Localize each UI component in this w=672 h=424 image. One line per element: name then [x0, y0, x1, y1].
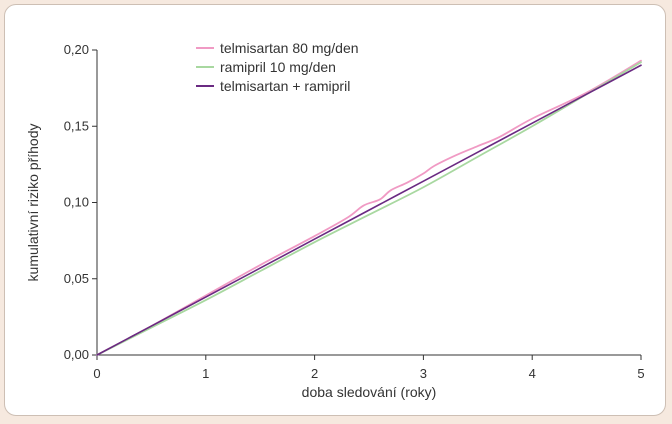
y-tick-label: 0,20	[64, 42, 89, 57]
y-tick-label: 0,00	[64, 347, 89, 362]
x-tick-label: 3	[420, 366, 427, 381]
y-ticks: 0,00 0,05 0,10 0,15 0,20	[64, 42, 97, 362]
series-line-2	[96, 61, 642, 356]
x-tick-label: 0	[93, 366, 100, 381]
y-tick-label: 0,10	[64, 195, 89, 210]
axes: 0,00 0,05 0,10 0,15 0,20 0 1 2 3 4 5	[64, 42, 645, 381]
x-tick-label: 1	[202, 366, 209, 381]
series-line-1	[96, 59, 642, 356]
x-ticks: 0 1 2 3 4 5	[93, 355, 645, 381]
y-axis-label: kumulativní riziko příhody	[25, 124, 41, 282]
x-tick-label: 5	[637, 366, 644, 381]
y-tick-label: 0,15	[64, 118, 89, 133]
legend-label-1: telmisartan 80 mg/den	[220, 40, 359, 56]
x-axis-label: doba sledování (roky)	[302, 384, 437, 400]
y-tick-label: 0,05	[64, 271, 89, 286]
series-line-3	[96, 64, 642, 356]
legend-label-2: ramipril 10 mg/den	[220, 59, 336, 75]
x-tick-label: 2	[311, 366, 318, 381]
legend-label-3: telmisartan + ramipril	[220, 78, 350, 94]
legend: telmisartan 80 mg/den ramipril 10 mg/den t…	[196, 40, 359, 94]
series-layer	[96, 59, 642, 356]
chart-frame	[4, 4, 666, 416]
x-tick-label: 4	[529, 366, 536, 381]
